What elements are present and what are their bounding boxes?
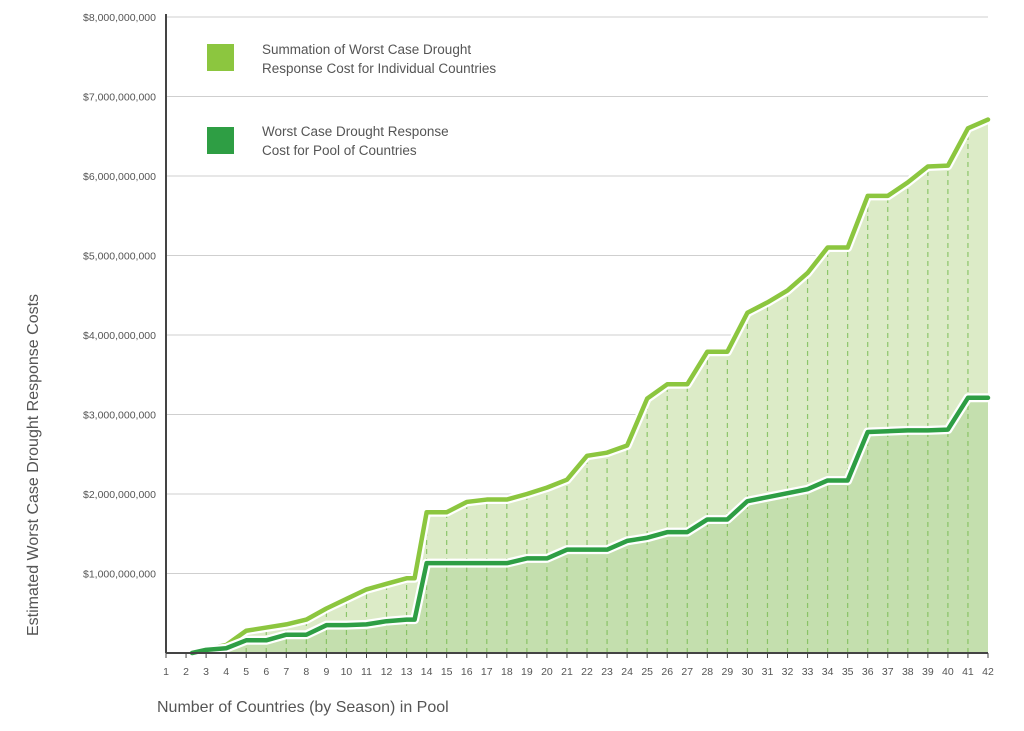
x-tick-label-8: 8 (303, 666, 309, 678)
legend-swatch-pool (207, 127, 234, 154)
x-tick-label-29: 29 (722, 666, 734, 678)
x-tick-label-30: 30 (742, 666, 754, 678)
x-tick-label-27: 27 (681, 666, 693, 678)
legend: Summation of Worst Case Drought Response… (207, 42, 496, 158)
x-tick-label-21: 21 (561, 666, 573, 678)
chart-areas (192, 119, 988, 654)
x-tick-label-24: 24 (621, 666, 633, 678)
x-tick-label-9: 9 (323, 666, 329, 678)
x-tick-label-10: 10 (341, 666, 353, 678)
series-line-1 (189, 395, 991, 656)
series-lines (187, 115, 993, 658)
grid-lines (166, 16, 988, 574)
x-tick-label-37: 37 (882, 666, 894, 678)
x-tick-label-2: 2 (183, 666, 189, 678)
x-tick-label-12: 12 (381, 666, 393, 678)
y-tick-label-6: $6,000,000,000 (83, 171, 156, 183)
vertical-dashed-lines (205, 128, 969, 653)
series-line-0 (189, 117, 991, 656)
y-tick-label-7: $7,000,000,000 (83, 92, 156, 104)
x-tick-label-19: 19 (521, 666, 533, 678)
x-tick-label-41: 41 (962, 666, 974, 678)
y-tick-label-3: $3,000,000,000 (83, 410, 156, 422)
x-axis-title: Number of Countries (by Season) in Pool (157, 699, 449, 716)
legend-swatch-summation (207, 44, 234, 71)
x-tick-label-28: 28 (701, 666, 713, 678)
x-tick-label-14: 14 (421, 666, 433, 678)
x-tick-label-25: 25 (641, 666, 653, 678)
y-tick-labels: $1,000,000,000 $2,000,000,000 $3,000,000,0… (83, 12, 156, 581)
axes (165, 14, 989, 658)
x-tick-label-26: 26 (661, 666, 673, 678)
legend-label-summation-line-1: Summation of Worst Case Drought (262, 42, 471, 57)
x-tick-label-33: 33 (802, 666, 814, 678)
x-tick-label-3: 3 (203, 666, 209, 678)
x-tick-label-39: 39 (922, 666, 934, 678)
y-axis-title: Estimated Worst Case Drought Response Co… (25, 294, 42, 636)
x-tick-label-42: 42 (982, 666, 994, 678)
x-tick-label-7: 7 (283, 666, 289, 678)
x-tick-label-1: 1 (163, 666, 169, 678)
x-tick-label-23: 23 (601, 666, 613, 678)
x-tick-label-22: 22 (581, 666, 593, 678)
x-tick-label-20: 20 (541, 666, 553, 678)
x-tick-label-6: 6 (263, 666, 269, 678)
x-tick-label-11: 11 (361, 666, 372, 678)
x-tick-label-35: 35 (842, 666, 854, 678)
x-tick-label-15: 15 (441, 666, 453, 678)
x-tick-labels: 1 2 3 4 5 6 7 8 9 10 11 12 13 14 15 16 17 18 19 20 21 22 23 24 2… (163, 666, 994, 678)
x-tick-label-31: 31 (762, 666, 774, 678)
y-tick-label-4: $4,000,000,000 (83, 330, 156, 342)
x-tick-label-17: 17 (481, 666, 493, 678)
x-tick-label-32: 32 (782, 666, 794, 678)
x-tick-label-5: 5 (243, 666, 249, 678)
legend-label-pool-line-2: Cost for Pool of Countries (262, 143, 417, 158)
x-tick-label-18: 18 (501, 666, 513, 678)
x-tick-label-34: 34 (822, 666, 834, 678)
x-tick-label-16: 16 (461, 666, 473, 678)
y-tick-label-2: $2,000,000,000 (83, 489, 156, 501)
legend-label-pool-line-1: Worst Case Drought Response (262, 124, 449, 139)
y-tick-label-1: $1,000,000,000 (83, 569, 156, 581)
area-fill-series-1 (192, 397, 988, 653)
x-tick-label-38: 38 (902, 666, 914, 678)
legend-label-summation-line-2: Response Cost for Individual Countries (262, 61, 496, 76)
x-tick-label-4: 4 (223, 666, 229, 678)
y-tick-label-5: $5,000,000,000 (83, 251, 156, 263)
x-tick-label-13: 13 (401, 666, 413, 678)
x-tick-label-36: 36 (862, 666, 874, 678)
y-tick-label-8: $8,000,000,000 (83, 12, 156, 24)
x-tick-label-40: 40 (942, 666, 954, 678)
